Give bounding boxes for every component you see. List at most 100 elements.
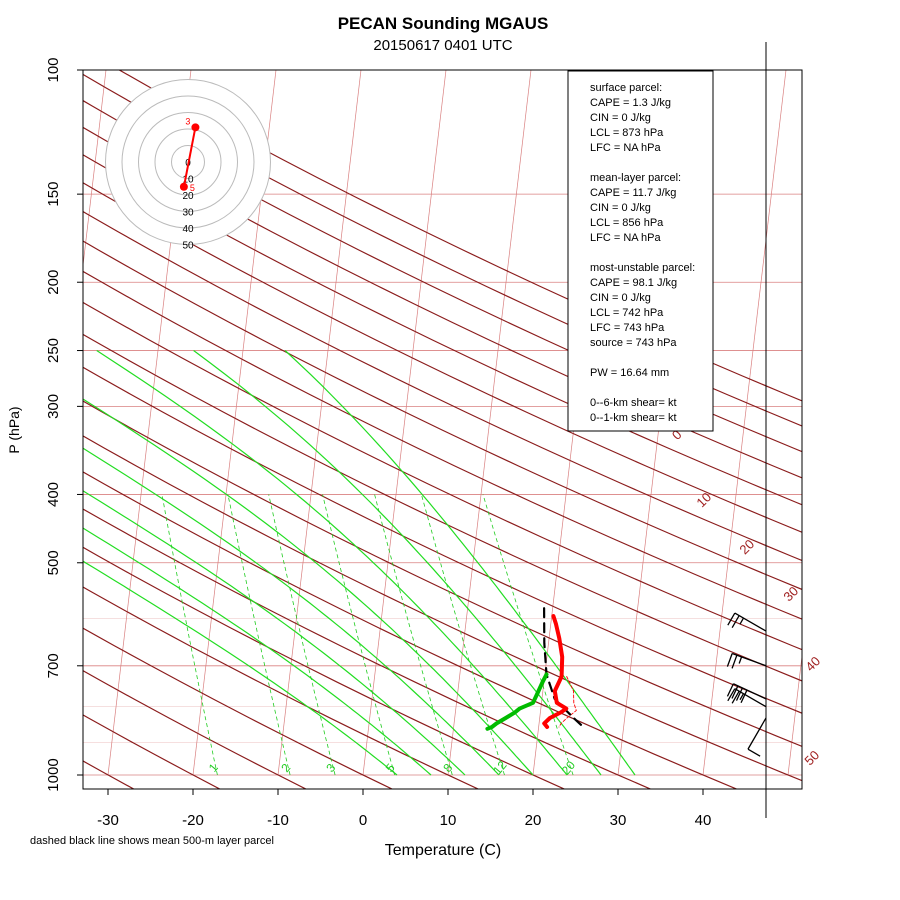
wind-barb-flag-3-1 — [731, 690, 740, 704]
mean-layer-parcel-header: mean-layer parcel: — [590, 172, 681, 184]
wind-barb-shaft-1 — [731, 652, 767, 667]
x-axis-label: Temperature (C) — [385, 842, 501, 859]
wind-barb-flag-2-3 — [740, 689, 748, 704]
mixing-ratio-line-20 — [482, 494, 574, 776]
wind-barb-shaft-0 — [734, 612, 767, 632]
surface-lfc: LFC = NA hPa — [590, 142, 662, 154]
x-tick-label-40: 40 — [695, 812, 712, 829]
dry-adiabat-130 — [83, 182, 802, 533]
mean-layer-cin: CIN = 0 J/kg — [590, 202, 651, 214]
moist-adiabat-8 — [83, 527, 432, 776]
wind-barbs — [726, 42, 767, 818]
hodograph-ring-2 — [154, 128, 222, 196]
most-unstable-cin: CIN = 0 J/kg — [590, 292, 651, 304]
moist-adiabat-20 — [83, 398, 534, 776]
moist-adiabat-28 — [193, 350, 602, 776]
dry-adiabat-170 — [83, 73, 802, 427]
y-tick-label-100: 100 — [45, 57, 62, 82]
wind-barb-flag-1-0 — [726, 653, 733, 667]
hodograph-ring-label-10: 10 — [182, 175, 194, 186]
x-tick-label--10: -10 — [267, 812, 289, 829]
surface-cape: CAPE = 1.3 J/kg — [590, 97, 671, 109]
data-layer — [485, 607, 583, 731]
dry-adiabat-0 — [83, 627, 394, 789]
dry-adiabat-20 — [83, 546, 566, 789]
wind-barb-flag-2-0 — [726, 683, 734, 697]
mixing-ratio-line-5 — [322, 494, 395, 776]
dry-adiabat-40 — [83, 471, 739, 789]
y-axis-label: P (hPa) — [6, 406, 22, 453]
x-tick-label-20: 20 — [525, 812, 542, 829]
hodograph-ring-5 — [105, 79, 271, 245]
moist-adiabat-12 — [83, 490, 466, 776]
x-tick-label--20: -20 — [182, 812, 204, 829]
x-tick-label-0: 0 — [359, 812, 367, 829]
y-tick-label-200: 200 — [45, 270, 62, 295]
stats-box: surface parcel: CAPE = 1.3 J/kg CIN = 0 … — [567, 70, 714, 432]
dry-adiabat-80 — [83, 333, 802, 682]
dry-adiabat-50 — [83, 435, 802, 782]
isotherm--10 — [277, 70, 362, 776]
dry-adiabat-100 — [83, 270, 802, 620]
chart-subtitle: 20150617 0401 UTC — [373, 37, 512, 54]
hodograph-trace — [182, 127, 197, 187]
temperature-trace — [542, 614, 569, 729]
x-tick-label--30: -30 — [97, 812, 119, 829]
wind-barb-flag-2-1 — [731, 685, 739, 699]
most-unstable-lcl: LCL = 742 hPa — [590, 307, 664, 319]
shear-0-6km: 0--6-km shear= kt — [590, 397, 677, 409]
most-unstable-cape: CAPE = 98.1 J/kg — [590, 277, 677, 289]
dry-adiabat-70 — [83, 366, 802, 714]
y-tick-label-1000: 1000 — [45, 758, 62, 791]
mean-layer-cape: CAPE = 11.7 J/kg — [590, 187, 676, 199]
mixing-ratio-line-3 — [268, 494, 336, 776]
moist-adiabat-16 — [83, 447, 500, 776]
precipitable-water: PW = 16.64 mm — [590, 367, 669, 379]
hodograph-ring-label-40: 40 — [182, 224, 194, 235]
most-unstable-source: source = 743 hPa — [590, 337, 677, 349]
hodograph-ring-label-50: 50 — [182, 241, 194, 252]
hodograph-point-label-3: 3 — [185, 116, 190, 126]
chart-title: PECAN Sounding MGAUS — [338, 14, 549, 33]
most-unstable-parcel-header: most-unstable parcel: — [590, 262, 695, 274]
surface-lcl: LCL = 873 hPa — [590, 127, 664, 139]
y-tick-label-500: 500 — [45, 550, 62, 575]
y-tick-label-700: 700 — [45, 653, 62, 678]
hodograph-point-label-5: 5 — [190, 183, 195, 193]
dry-adiabat-110 — [83, 240, 802, 591]
dry-adiabat-120 — [83, 210, 802, 562]
wind-barb-shaft-3 — [734, 688, 767, 708]
isotherm-0 — [362, 70, 447, 776]
wind-barb-half-0 — [739, 617, 745, 625]
wind-barb-shaft-2 — [733, 683, 767, 700]
moist-adiabat-4 — [83, 560, 398, 776]
isotherm-40 — [702, 70, 787, 776]
dry-adiabat-180 — [119, 70, 802, 402]
shear-0-1km: 0--1-km shear= kt — [590, 412, 677, 424]
surface-cin: CIN = 0 J/kg — [590, 112, 651, 124]
dry-adiabat-10 — [83, 586, 480, 789]
mean-layer-lfc: LFC = NA hPa — [590, 232, 662, 244]
hodograph-ring-label-30: 30 — [182, 208, 194, 219]
hodograph-ring-label-20: 20 — [182, 191, 194, 202]
hodograph-ring-4 — [121, 95, 255, 229]
y-tick-label-400: 400 — [45, 482, 62, 507]
x-tick-label-10: 10 — [440, 812, 457, 829]
wind-barb-half-1 — [738, 656, 743, 664]
footnote: dashed black line shows mean 500-m layer… — [30, 835, 274, 847]
y-tick-label-250: 250 — [45, 338, 62, 363]
wind-barb-flag-2-2 — [735, 687, 744, 701]
dewpoint-trace — [485, 672, 549, 731]
moist-adiabat-32 — [284, 350, 636, 776]
wind-barb-flag-3-0 — [727, 688, 736, 702]
mixing-ratio-line-1 — [161, 494, 218, 776]
y-tick-label-150: 150 — [45, 182, 62, 207]
dry-adiabat-60 — [83, 400, 802, 748]
hodograph-ring-1 — [171, 145, 205, 179]
wind-barb-flag-4-0 — [747, 748, 761, 757]
isotherm-10 — [447, 70, 532, 776]
hodograph-point-1 — [191, 123, 200, 132]
hodograph-point-0 — [179, 182, 188, 191]
